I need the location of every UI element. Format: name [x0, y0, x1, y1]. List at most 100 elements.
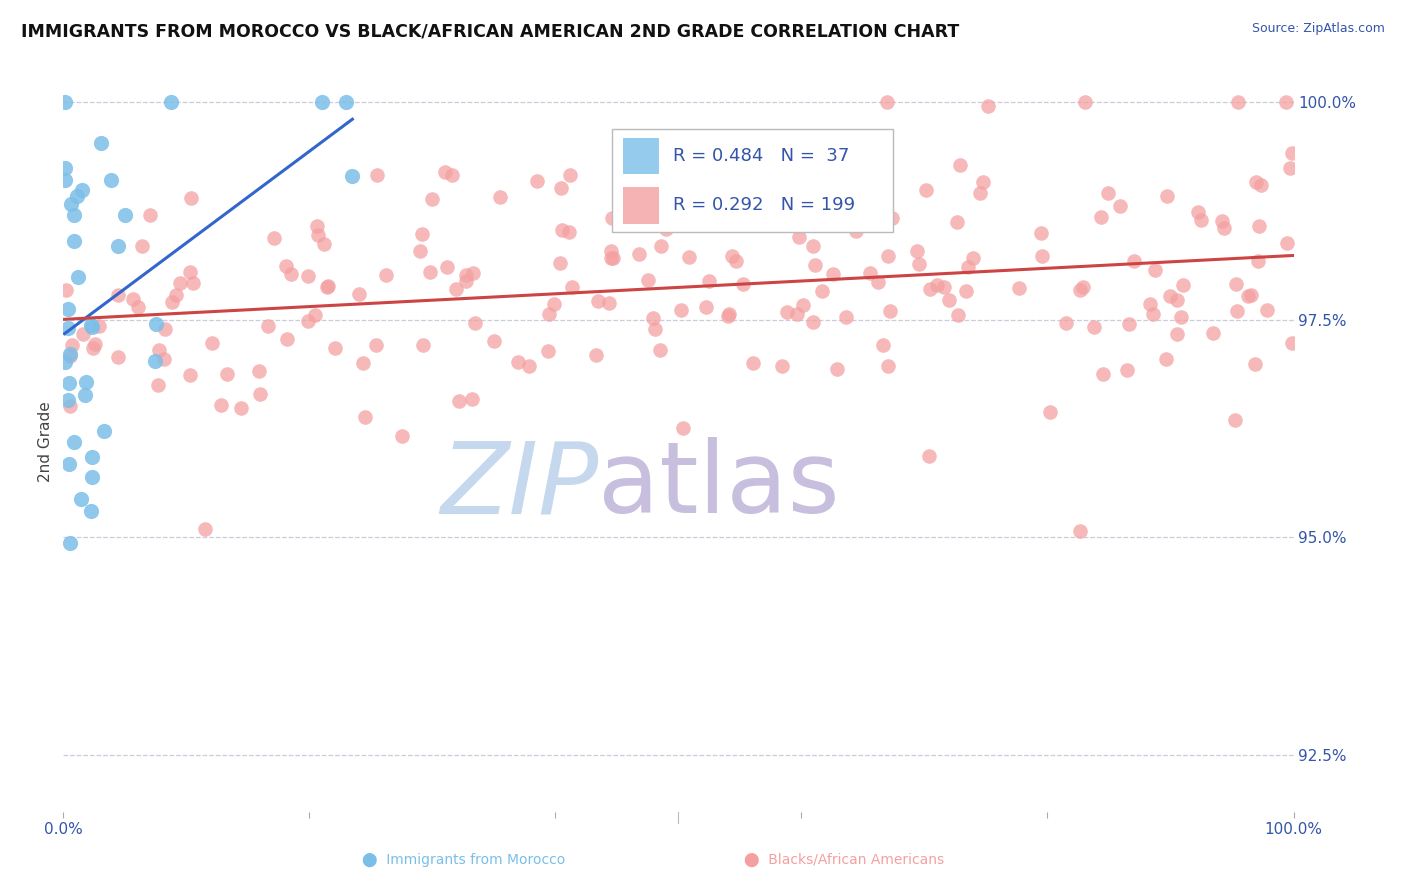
Point: [1069, 283, 1091, 297]
Point: [165, 287, 187, 301]
Point: [53, 173, 76, 187]
Point: [1083, 319, 1105, 334]
Point: [972, 175, 994, 189]
Point: [441, 168, 464, 182]
Point: [859, 266, 882, 280]
Point: [882, 211, 904, 225]
Point: [63, 435, 86, 450]
Point: [548, 256, 571, 270]
Point: [786, 307, 808, 321]
Point: [695, 301, 717, 315]
Point: [217, 367, 239, 381]
Point: [1091, 367, 1114, 381]
Point: [792, 298, 814, 312]
Point: [366, 338, 388, 352]
Point: [56, 302, 79, 317]
Point: [811, 284, 834, 298]
Point: [598, 296, 620, 310]
Point: [75, 388, 97, 402]
Point: [932, 280, 955, 294]
Point: [1008, 281, 1031, 295]
Point: [1187, 205, 1209, 219]
Point: [194, 522, 217, 536]
Point: [82, 341, 104, 355]
Point: [180, 190, 202, 204]
Point: [169, 276, 191, 290]
Point: [600, 211, 623, 225]
Point: [1156, 351, 1178, 366]
Point: [1281, 145, 1303, 160]
Point: [66, 189, 89, 203]
Point: [229, 401, 252, 416]
Point: [276, 332, 298, 346]
Point: [69, 492, 91, 507]
Point: [1071, 280, 1094, 294]
Point: [342, 169, 364, 183]
Y-axis label: 2nd Grade: 2nd Grade: [38, 401, 53, 482]
Point: [72, 326, 94, 341]
Point: [720, 249, 742, 263]
Point: [558, 168, 581, 182]
Point: [787, 229, 810, 244]
Point: [550, 181, 572, 195]
Point: [955, 284, 977, 298]
Point: [87, 318, 110, 333]
Point: [82, 450, 104, 465]
Point: [55, 283, 77, 297]
Point: [1139, 296, 1161, 310]
Point: [783, 158, 806, 172]
Point: [550, 222, 572, 236]
Point: [1122, 254, 1144, 268]
Point: [1116, 363, 1139, 377]
Point: [249, 386, 271, 401]
Point: [770, 359, 793, 373]
Point: [58, 536, 80, 550]
Point: [323, 341, 346, 355]
Point: [1170, 310, 1192, 325]
Point: [256, 318, 278, 333]
Point: [107, 350, 129, 364]
Point: [93, 424, 115, 438]
Point: [138, 208, 160, 222]
Point: [801, 239, 824, 253]
Point: [651, 212, 673, 227]
Text: IMMIGRANTS FROM MOROCCO VS BLACK/AFRICAN AMERICAN 2ND GRADE CORRELATION CHART: IMMIGRANTS FROM MOROCCO VS BLACK/AFRICAN…: [21, 22, 959, 40]
Point: [1250, 178, 1272, 192]
Point: [70, 183, 93, 197]
Point: [918, 449, 941, 463]
Point: [354, 410, 377, 425]
Point: [311, 95, 333, 109]
Point: [543, 296, 565, 310]
Point: [146, 378, 169, 392]
Point: [58, 320, 80, 334]
Point: [938, 293, 960, 307]
Point: [80, 469, 103, 483]
Point: [80, 320, 103, 334]
Text: R = 0.292   N = 199: R = 0.292 N = 199: [673, 196, 856, 214]
Point: [304, 308, 326, 322]
Point: [100, 173, 122, 187]
Point: [1275, 236, 1298, 251]
Point: [148, 343, 170, 358]
Point: [307, 228, 329, 243]
Point: [1202, 326, 1225, 340]
Point: [63, 235, 86, 249]
Point: [447, 394, 470, 409]
Point: [920, 282, 942, 296]
Point: [946, 308, 969, 322]
Point: [648, 343, 671, 357]
Point: [644, 322, 666, 336]
Point: [58, 349, 80, 363]
Point: [699, 274, 721, 288]
Point: [731, 277, 754, 292]
Point: [949, 158, 972, 172]
Text: ⬤  Immigrants from Morocco: ⬤ Immigrants from Morocco: [363, 853, 565, 867]
Point: [610, 204, 633, 219]
Point: [835, 310, 858, 324]
Point: [586, 294, 609, 309]
Point: [1226, 95, 1249, 109]
Point: [717, 309, 740, 323]
Point: [1247, 219, 1270, 234]
Point: [454, 275, 477, 289]
Point: [63, 208, 86, 222]
